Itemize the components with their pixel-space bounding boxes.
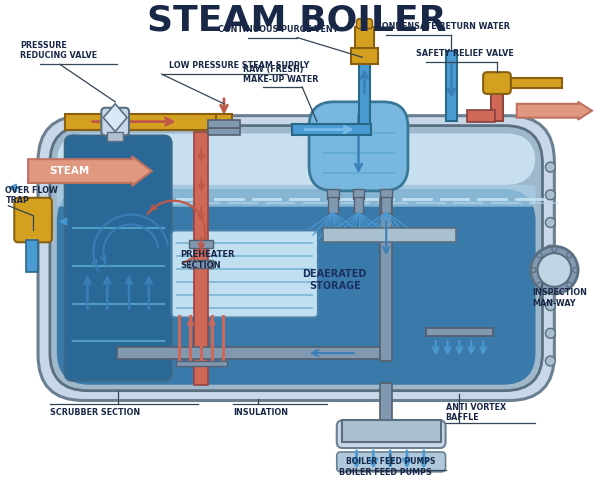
Bar: [194, 132, 208, 385]
Bar: [341, 421, 440, 442]
FancyBboxPatch shape: [337, 452, 446, 472]
Circle shape: [545, 162, 556, 172]
Text: INSULATION: INSULATION: [233, 409, 288, 418]
Bar: [446, 51, 457, 121]
Circle shape: [537, 282, 542, 287]
Bar: [467, 110, 495, 122]
Text: LOW PRESSURE STEAM SUPPLY: LOW PRESSURE STEAM SUPPLY: [169, 61, 309, 70]
Bar: [328, 197, 338, 213]
Circle shape: [545, 273, 556, 283]
Bar: [491, 91, 503, 121]
FancyBboxPatch shape: [14, 198, 52, 242]
Bar: [117, 347, 380, 359]
Bar: [491, 76, 503, 121]
Circle shape: [545, 190, 556, 200]
Bar: [380, 383, 392, 421]
Bar: [190, 240, 213, 248]
FancyBboxPatch shape: [309, 102, 408, 191]
FancyBboxPatch shape: [38, 116, 554, 400]
FancyArrow shape: [28, 156, 152, 186]
Text: PREHEATER
SECTION: PREHEATER SECTION: [181, 251, 235, 270]
FancyBboxPatch shape: [172, 230, 318, 318]
FancyBboxPatch shape: [50, 125, 542, 391]
FancyBboxPatch shape: [337, 421, 446, 448]
Circle shape: [566, 282, 572, 287]
Text: OVER FLOW
TRAP: OVER FLOW TRAP: [5, 186, 58, 205]
Circle shape: [537, 253, 542, 258]
Bar: [190, 260, 213, 268]
Text: RAW (FRESH)
MAKE-UP WATER: RAW (FRESH) MAKE-UP WATER: [243, 65, 318, 84]
Bar: [26, 240, 38, 272]
Text: PRESSURE
REDUCING VALVE: PRESSURE REDUCING VALVE: [20, 41, 97, 60]
Bar: [107, 132, 123, 141]
FancyBboxPatch shape: [57, 185, 536, 206]
FancyBboxPatch shape: [101, 108, 129, 136]
Text: SAFETY RELIEF VALVE: SAFETY RELIEF VALVE: [416, 49, 514, 58]
Bar: [353, 189, 364, 199]
Circle shape: [530, 246, 578, 294]
Text: CONTINUOUS PURGE VENT: CONTINUOUS PURGE VENT: [218, 24, 338, 34]
Circle shape: [566, 253, 572, 258]
Bar: [327, 189, 339, 199]
FancyBboxPatch shape: [57, 134, 536, 185]
Text: ANTI VORTEX
BAFFLE: ANTI VORTEX BAFFLE: [446, 403, 506, 422]
Circle shape: [531, 267, 536, 273]
Circle shape: [552, 288, 557, 293]
Text: SCRUBBER SECTION: SCRUBBER SECTION: [50, 409, 140, 418]
Bar: [353, 197, 364, 213]
Bar: [208, 127, 240, 136]
Bar: [381, 197, 391, 213]
Circle shape: [545, 356, 556, 366]
Text: BOILER FEED PUMPS: BOILER FEED PUMPS: [339, 468, 431, 477]
Circle shape: [572, 267, 578, 273]
FancyBboxPatch shape: [65, 136, 172, 381]
Bar: [350, 48, 378, 64]
Text: BOILER FEED PUMPS: BOILER FEED PUMPS: [346, 457, 436, 467]
FancyArrow shape: [517, 102, 592, 120]
Bar: [426, 328, 493, 336]
Text: DEAERATED
STORAGE: DEAERATED STORAGE: [302, 269, 367, 291]
Bar: [65, 114, 223, 129]
Bar: [359, 60, 370, 127]
Circle shape: [538, 253, 571, 287]
FancyBboxPatch shape: [483, 72, 511, 94]
Text: CONDENSATE RETURN WATER: CONDENSATE RETURN WATER: [376, 22, 510, 31]
Circle shape: [545, 328, 556, 338]
Bar: [216, 114, 232, 134]
Circle shape: [545, 245, 556, 255]
Bar: [380, 199, 392, 361]
FancyBboxPatch shape: [57, 189, 536, 385]
Bar: [50, 216, 52, 228]
FancyBboxPatch shape: [356, 19, 373, 29]
Bar: [176, 361, 227, 366]
Circle shape: [545, 217, 556, 228]
Bar: [355, 27, 374, 48]
Text: STEAM BOILER: STEAM BOILER: [148, 4, 447, 38]
Polygon shape: [103, 104, 127, 132]
Circle shape: [545, 301, 556, 310]
Bar: [380, 189, 392, 199]
Bar: [208, 120, 240, 127]
Text: STEAM: STEAM: [50, 166, 90, 176]
Circle shape: [552, 247, 557, 251]
Bar: [323, 228, 457, 242]
Text: INSPECTION
MAN-WAY: INSPECTION MAN-WAY: [533, 288, 587, 308]
Bar: [292, 124, 371, 136]
Bar: [511, 78, 562, 88]
